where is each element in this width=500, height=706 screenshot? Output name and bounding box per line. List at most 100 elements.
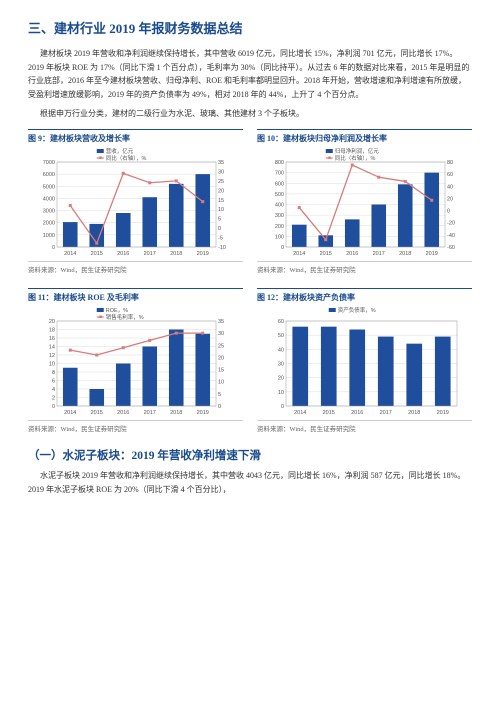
svg-text:2018: 2018 (170, 251, 182, 257)
svg-text:ROE，%: ROE，% (106, 308, 128, 314)
svg-text:20: 20 (218, 188, 224, 194)
svg-text:80: 80 (447, 160, 453, 166)
svg-text:20: 20 (49, 319, 55, 325)
svg-text:2018: 2018 (170, 410, 182, 416)
svg-text:500: 500 (275, 192, 284, 198)
svg-text:700: 700 (275, 171, 284, 177)
svg-text:6000: 6000 (43, 172, 55, 178)
chart-11-source: 资料来源：Wind，民生证券研究院 (28, 420, 243, 439)
svg-text:50: 50 (278, 333, 284, 339)
svg-text:-5: -5 (218, 236, 223, 242)
svg-text:10: 10 (278, 390, 284, 396)
chart-11: 图 11：建材板块 ROE 及毛利率 024681012141618200510… (28, 288, 243, 439)
svg-text:40: 40 (278, 347, 284, 353)
svg-text:-20: -20 (447, 221, 455, 227)
svg-text:2019: 2019 (197, 251, 209, 257)
svg-text:-10: -10 (218, 245, 226, 251)
svg-text:300: 300 (275, 213, 284, 219)
svg-text:4000: 4000 (43, 196, 55, 202)
chart-11-title: 图 11：建材板块 ROE 及毛利率 (28, 289, 243, 305)
svg-text:0: 0 (218, 226, 221, 232)
chart-10-title: 图 10：建材板块归母净利润及增长率 (257, 130, 472, 146)
svg-text:1000: 1000 (43, 233, 55, 239)
svg-text:15: 15 (218, 368, 224, 374)
svg-text:0: 0 (447, 209, 450, 215)
chart-11-canvas: 0246810121416182005101520253035201420152… (28, 305, 243, 420)
svg-text:16: 16 (49, 336, 55, 342)
svg-text:2019: 2019 (197, 410, 209, 416)
svg-text:0: 0 (281, 245, 284, 251)
svg-text:2015: 2015 (91, 251, 103, 257)
svg-text:0: 0 (218, 404, 221, 410)
svg-text:5: 5 (218, 392, 221, 398)
svg-text:800: 800 (275, 160, 284, 166)
svg-text:-40: -40 (447, 233, 455, 239)
svg-text:2: 2 (52, 395, 55, 401)
svg-text:60: 60 (278, 319, 284, 325)
svg-text:0: 0 (52, 404, 55, 410)
svg-text:资产负债率，%: 资产负债率，% (338, 306, 376, 314)
svg-text:2018: 2018 (408, 410, 420, 416)
svg-text:25: 25 (218, 179, 224, 185)
svg-text:2014: 2014 (294, 410, 306, 416)
svg-text:2016: 2016 (351, 410, 363, 416)
svg-text:2016: 2016 (117, 251, 129, 257)
svg-text:60: 60 (447, 172, 453, 178)
svg-text:2000: 2000 (43, 221, 55, 227)
svg-text:-60: -60 (447, 245, 455, 251)
chart-12-canvas: 0102030405060201420152016201720182019资产负… (257, 305, 472, 420)
charts-row-2: 图 11：建材板块 ROE 及毛利率 0 2 4 6 8 10 12 14 16 18 20 0 5 10… (28, 288, 472, 439)
svg-text:3000: 3000 (43, 209, 55, 215)
svg-text:35: 35 (218, 160, 224, 166)
chart-9: 图 9：建材板块营收及增长率 0 1000 2000 3000 4000 5000 6000… (28, 129, 243, 280)
svg-text:2015: 2015 (91, 410, 103, 416)
svg-text:营收，亿元: 营收，亿元 (106, 147, 134, 155)
svg-text:14: 14 (49, 344, 55, 350)
svg-text:40: 40 (447, 184, 453, 190)
svg-text:同比（右轴），%: 同比（右轴），% (106, 154, 147, 162)
svg-text:20: 20 (278, 376, 284, 382)
paragraph-1: 建材板块 2019 年营收和净利润继续保持增长，其中营收 6019 亿元，同比增… (28, 47, 472, 101)
svg-text:30: 30 (278, 361, 284, 367)
svg-text:30: 30 (218, 169, 224, 175)
svg-text:2015: 2015 (320, 251, 332, 257)
svg-text:归母净利润，亿元: 归母净利润，亿元 (335, 147, 380, 155)
svg-text:15: 15 (218, 198, 224, 204)
svg-text:200: 200 (275, 224, 284, 230)
svg-text:2019: 2019 (426, 251, 438, 257)
svg-text:2017: 2017 (373, 251, 385, 257)
svg-text:5: 5 (218, 217, 221, 223)
paragraph-2: 根据申万行业分类，建材的二级行业为水泥、玻璃、其他建材 3 个子板块。 (28, 107, 472, 121)
svg-text:0: 0 (281, 404, 284, 410)
chart-12-title: 图 12：建材板块资产负债率 (257, 289, 472, 305)
svg-text:2016: 2016 (117, 410, 129, 416)
svg-text:销售毛利率，%: 销售毛利率，% (106, 313, 144, 321)
section-title: 三、建材行业 2019 年报财务数据总结 (28, 18, 472, 37)
svg-text:400: 400 (275, 202, 284, 208)
svg-text:2017: 2017 (144, 251, 156, 257)
svg-text:4: 4 (52, 387, 55, 393)
svg-text:2017: 2017 (380, 410, 392, 416)
svg-text:12: 12 (49, 353, 55, 359)
svg-text:7000: 7000 (43, 160, 55, 166)
subsection-title: （一）水泥子板块：2019 年营收净利增速下滑 (28, 447, 472, 463)
charts-row-1: 图 9：建材板块营收及增长率 0100020003000400050006000… (28, 129, 472, 280)
chart-10-source: 资料来源：Wind，民生证券研究院 (257, 261, 472, 280)
svg-text:6: 6 (52, 378, 55, 384)
svg-text:2014: 2014 (64, 410, 76, 416)
chart-9-title: 图 9：建材板块营收及增长率 (28, 130, 243, 146)
paragraph-3: 水泥子板块 2019 年营收和净利润继续保持增长，其中营收 4043 亿元，同比… (28, 469, 472, 496)
svg-text:10: 10 (218, 380, 224, 386)
chart-12-source: 资料来源：Wind，民生证券研究院 (257, 420, 472, 439)
svg-text:25: 25 (218, 343, 224, 349)
svg-text:2017: 2017 (144, 410, 156, 416)
svg-text:18: 18 (49, 327, 55, 333)
svg-text:2014: 2014 (64, 251, 76, 257)
svg-text:600: 600 (275, 181, 284, 187)
svg-text:20: 20 (218, 355, 224, 361)
svg-text:2015: 2015 (323, 410, 335, 416)
svg-text:5000: 5000 (43, 184, 55, 190)
chart-9-canvas: 01000200030004000500060007000-10-5051015… (28, 146, 243, 261)
svg-text:8: 8 (52, 370, 55, 376)
chart-12: 图 12：建材板块资产负债率 0 10 20 30 40 50 60 2014 2015 2016… (257, 288, 472, 439)
